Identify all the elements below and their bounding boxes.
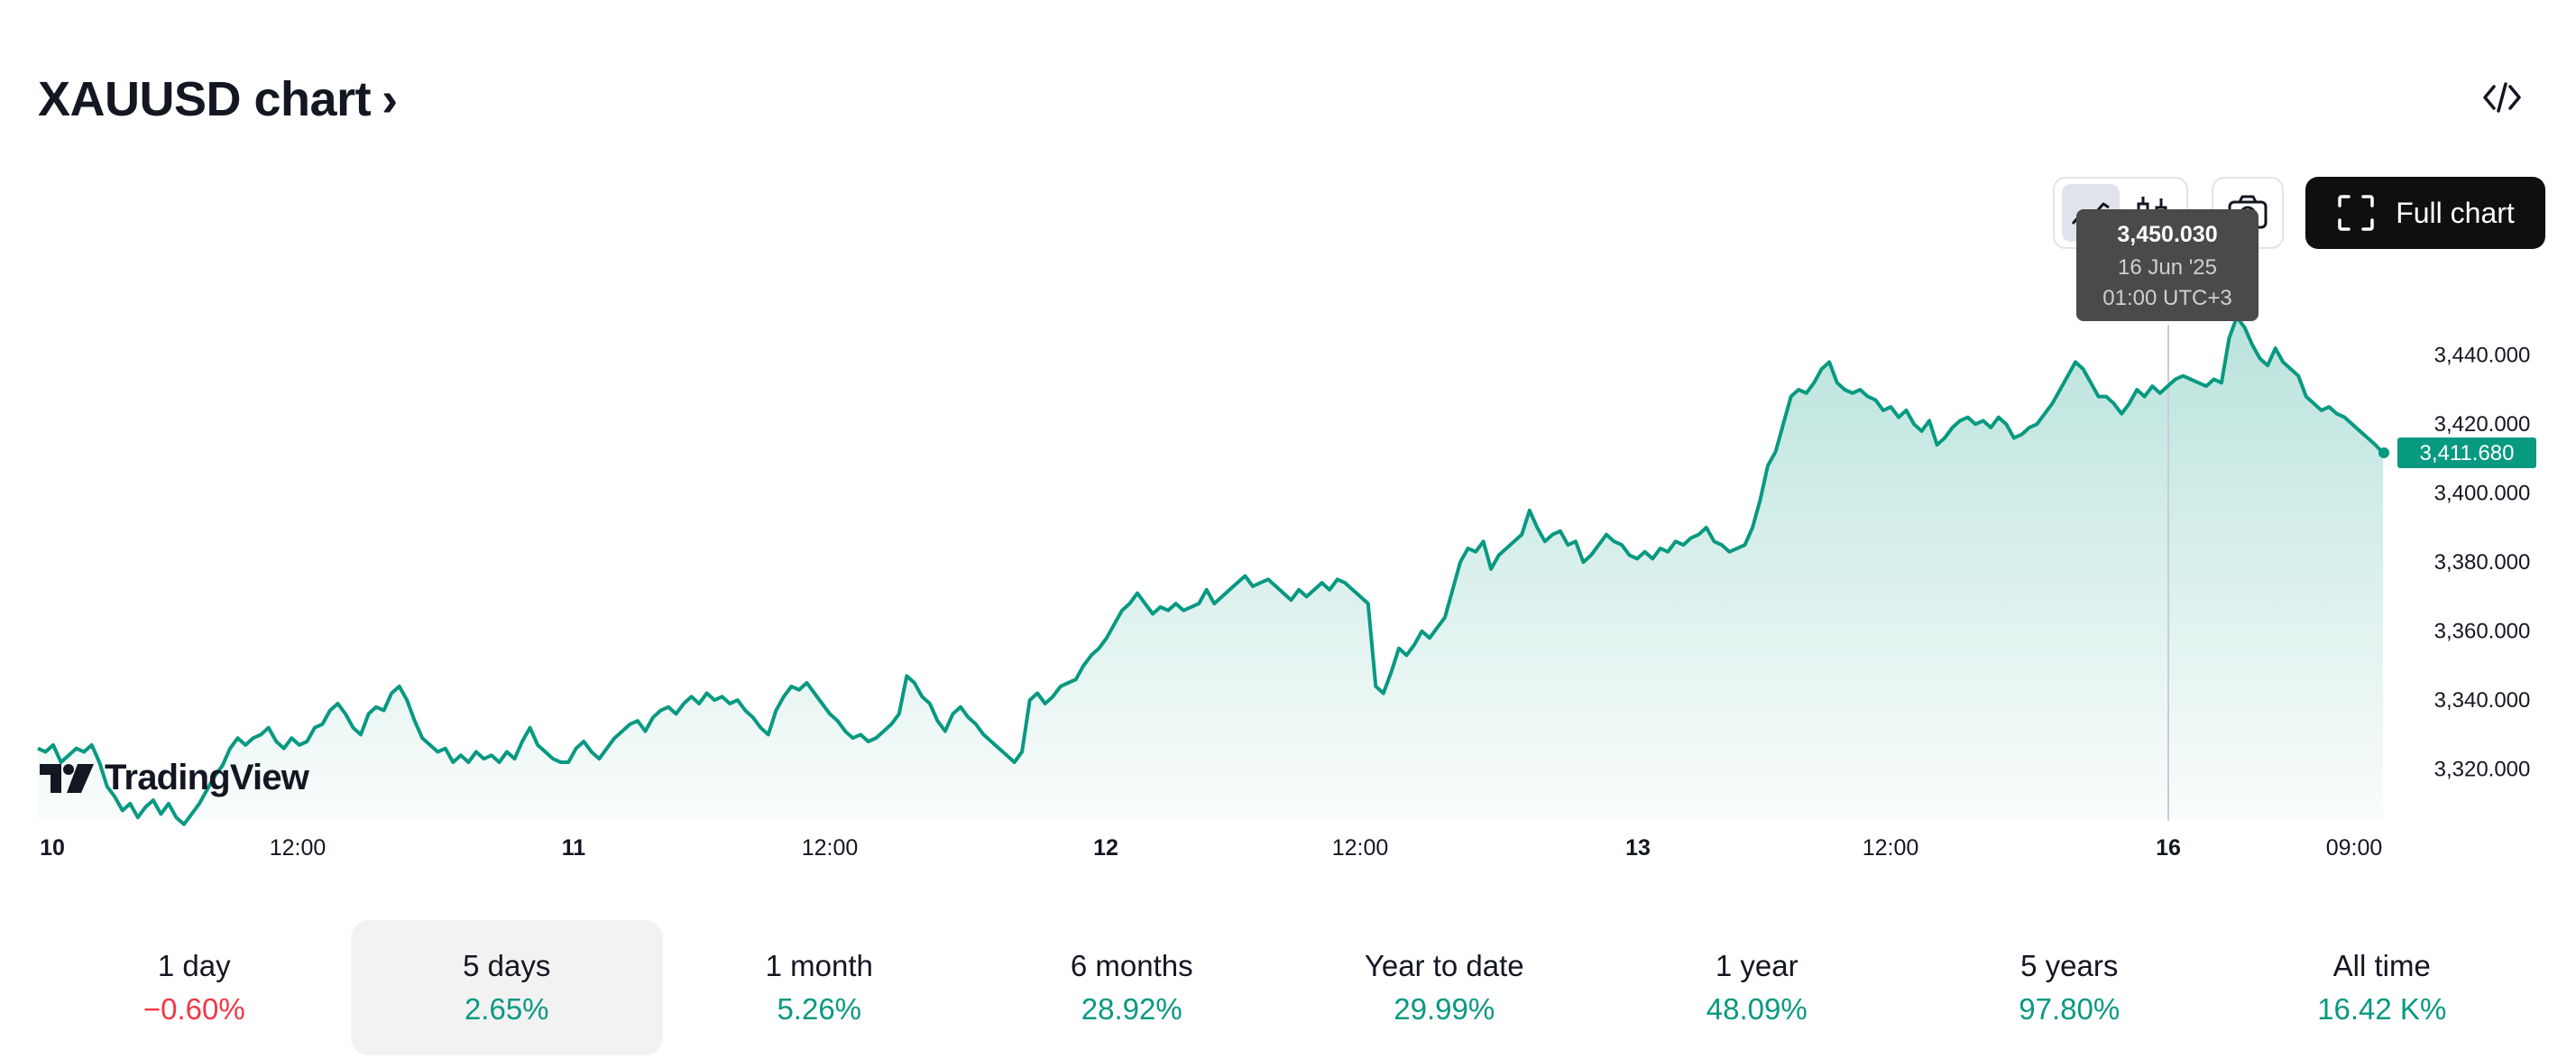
period-change: 28.92%: [1081, 992, 1182, 1026]
x-tick-label: 09:00: [2326, 835, 2383, 861]
period-tab[interactable]: 1 day −0.60%: [38, 920, 351, 1055]
period-label: 6 months: [1070, 949, 1193, 982]
period-label: 1 day: [157, 949, 231, 982]
period-tab[interactable]: 5 days 2.65%: [350, 920, 663, 1055]
period-change: 5.26%: [777, 992, 862, 1026]
tooltip-value: 3,450.030: [2117, 222, 2218, 247]
period-label: All time: [2332, 949, 2431, 982]
period-tab[interactable]: Year to date 29.99%: [1288, 920, 1601, 1055]
x-tick-label: 12:00: [802, 835, 859, 861]
period-label: 1 year: [1715, 949, 1799, 982]
full-chart-button[interactable]: Full chart: [2305, 177, 2545, 249]
x-tick-label: 16: [2156, 835, 2181, 861]
x-tick-label: 12: [1093, 835, 1118, 861]
fullscreen-icon: [2338, 195, 2374, 231]
period-change: 29.99%: [1394, 992, 1495, 1026]
y-tick-label: 3,360.000: [2434, 620, 2531, 644]
x-tick-label: 13: [1625, 835, 1651, 861]
period-label: 5 days: [463, 949, 551, 982]
period-tab[interactable]: 1 month 5.26%: [663, 920, 976, 1055]
period-tab[interactable]: All time 16.42 K%: [2226, 920, 2539, 1055]
period-label: 1 month: [765, 949, 873, 982]
last-price-dot: [2378, 447, 2389, 459]
tradingview-wordmark: TradingView: [105, 758, 309, 797]
area-fill: [38, 317, 2383, 824]
chart-toolbar: Full chart: [0, 177, 2576, 253]
y-tick-label: 3,320.000: [2434, 758, 2531, 782]
x-tick-label: 12:00: [270, 835, 327, 861]
code-brackets-icon[interactable]: [2480, 76, 2524, 119]
period-change: 16.42 K%: [2317, 992, 2447, 1026]
y-tick-label: 3,400.000: [2434, 482, 2531, 506]
page-title[interactable]: XAUUSD chart: [38, 72, 372, 126]
x-axis: 10 12:00 11 12:00 12 12:00 13 12:00 16 09:00: [40, 835, 2382, 861]
y-tick-label: 3,380.000: [2434, 550, 2531, 575]
period-change: 2.65%: [464, 992, 549, 1026]
period-change: 48.09%: [1706, 992, 1808, 1026]
tooltip-time: 01:00 UTC+3: [2102, 286, 2232, 310]
price-tooltip: 3,450.030 16 Jun '25 01:00 UTC+3: [2076, 209, 2259, 321]
tradingview-mark-icon: [40, 763, 94, 793]
x-tick-label: 11: [562, 835, 586, 861]
x-tick-label: 12:00: [1332, 835, 1389, 861]
period-tab[interactable]: 6 months 28.92%: [976, 920, 1289, 1055]
period-change: −0.60%: [143, 992, 245, 1026]
full-chart-label: Full chart: [2396, 196, 2515, 229]
x-tick-label: 10: [40, 835, 65, 861]
y-axis: 3,320.000 3,340.000 3,360.000 3,380.000 3,40…: [2434, 344, 2531, 782]
y-tick-label: 3,420.000: [2434, 412, 2531, 437]
tradingview-logo[interactable]: TradingView: [38, 758, 309, 798]
y-tick-label: 3,440.000: [2434, 344, 2531, 368]
chart-header[interactable]: XAUUSD chart ›: [38, 63, 398, 135]
tooltip-date: 16 Jun '25: [2117, 255, 2217, 280]
last-price-label: 3,411.680: [2420, 441, 2515, 465]
period-label: Year to date: [1364, 949, 1524, 982]
period-selector: 1 day −0.60% 5 days 2.65% 1 month 5.26% 6 mont…: [38, 920, 2538, 1055]
y-tick-label: 3,340.000: [2434, 688, 2531, 713]
period-tab[interactable]: 1 year 48.09%: [1601, 920, 1914, 1055]
last-price-badge: [2397, 437, 2536, 469]
x-tick-label: 12:00: [1863, 835, 1919, 861]
price-chart[interactable]: 3,320.000 3,340.000 3,360.000 3,380.000 3,40…: [0, 253, 2576, 866]
price-line: [37, 315, 2385, 826]
period-tab[interactable]: 5 years 97.80%: [1913, 920, 2226, 1055]
period-label: 5 years: [2020, 949, 2119, 982]
period-change: 97.80%: [2019, 992, 2121, 1026]
chevron-right-icon: ›: [382, 72, 399, 126]
